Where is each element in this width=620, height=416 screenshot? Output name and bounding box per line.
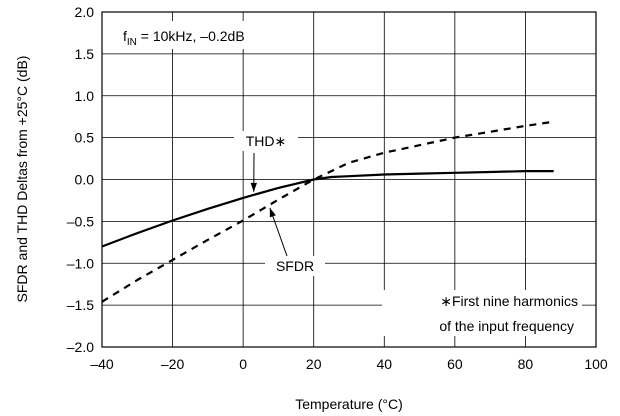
sfdr-arrow-arrowhead	[269, 207, 276, 218]
x-tick-label: –40	[90, 356, 114, 372]
condition-subscript: IN	[127, 37, 137, 48]
condition-label-box	[115, 21, 299, 49]
sfdr-label-bg	[265, 256, 325, 276]
annotations: THD∗ SFDR	[234, 131, 325, 276]
y-tick-label: 1.0	[75, 88, 95, 104]
sfdr-label: SFDR	[276, 258, 314, 274]
series-line-sfdr	[101, 120, 554, 303]
y-axis-ticks: –2.0 –1.5 –1.0 –0.5 0.0 0.5 1.0 1.5 2.0	[67, 4, 94, 355]
footnote-box	[382, 290, 582, 336]
x-tick-label: 20	[306, 356, 322, 372]
x-tick-label: 40	[376, 356, 392, 372]
thd-label: THD∗	[246, 133, 287, 149]
x-tick-label: –20	[161, 356, 185, 372]
thd-label-bg	[234, 131, 298, 151]
condition-main: f	[123, 28, 127, 44]
y-tick-label: –1.0	[67, 255, 94, 271]
grid	[102, 12, 596, 347]
y-axis-label: SFDR and THD Deltas from +25°C (dB)	[14, 56, 30, 303]
y-tick-label: –1.5	[67, 297, 94, 313]
condition-label: fIN = 10kHz, –0.2dB	[115, 21, 299, 49]
footnote-line-1: ∗First nine harmonics	[440, 293, 578, 309]
y-tick-label: 0.0	[75, 172, 95, 188]
footnote: ∗First nine harmonics of the input frequ…	[382, 290, 582, 336]
x-tick-label: 80	[518, 356, 534, 372]
x-tick-label: 0	[239, 356, 247, 372]
y-tick-label: –2.0	[67, 339, 94, 355]
condition-label-text: fIN = 10kHz, –0.2dB	[123, 28, 245, 48]
y-tick-label: 1.5	[75, 46, 95, 62]
y-tick-label: –0.5	[67, 213, 94, 229]
x-axis-ticks: –40 –20 0 20 40 60 80 100	[90, 356, 608, 372]
x-axis-label: Temperature (°C)	[295, 396, 403, 412]
condition-rest: = 10kHz, –0.2dB	[137, 28, 245, 44]
y-tick-label: 2.0	[75, 4, 95, 20]
x-tick-label: 100	[584, 356, 608, 372]
thd-arrow-arrowhead	[250, 182, 257, 192]
plot-frame	[101, 11, 597, 348]
footnote-line-2: of the input frequency	[439, 318, 574, 334]
y-tick-label: 0.5	[75, 130, 95, 146]
series-line-thd	[101, 170, 554, 248]
series-lines	[101, 120, 554, 303]
x-tick-label: 60	[447, 356, 463, 372]
